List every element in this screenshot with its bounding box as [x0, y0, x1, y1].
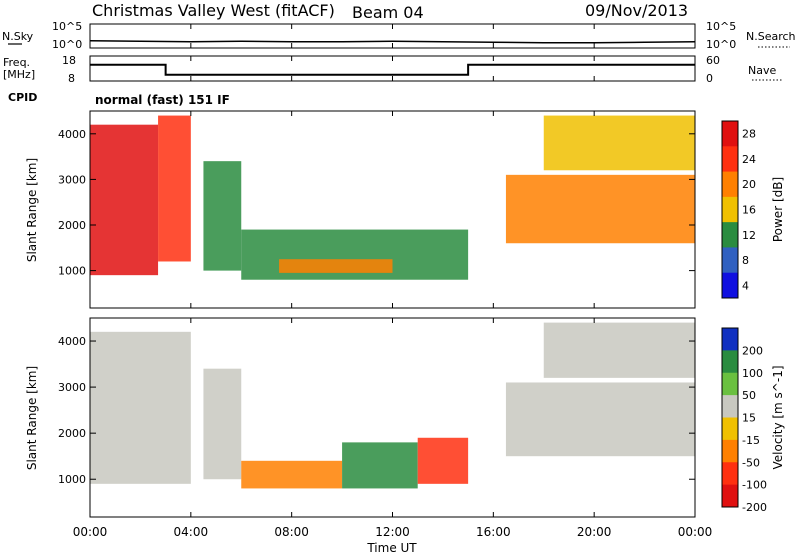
colorbar-swatch [722, 372, 738, 396]
colorbar-swatch [722, 462, 738, 486]
colorbar-swatch [722, 121, 738, 147]
power-y-ticks: 1000 2000 3000 4000 [58, 128, 695, 278]
nsky-label: N.Sky [2, 30, 34, 43]
colorbar-swatch [722, 171, 738, 198]
heatmap-region [417, 437, 469, 484]
velocity-cells [90, 322, 695, 489]
velocity-ylabel: Slant Range [km] [25, 366, 39, 470]
noise-left-tick-top: 10^5 [52, 20, 82, 33]
colorbar-swatch [722, 146, 738, 173]
y-tick-label: 4000 [58, 335, 86, 348]
freq-series [90, 63, 695, 76]
freq-right-tick-top: 60 [706, 54, 720, 67]
colorbar-tick-label: 15 [742, 412, 756, 425]
cpid-value: normal (fast) 151 IF [95, 93, 230, 107]
power-cells [90, 115, 695, 280]
heatmap-region [90, 124, 159, 276]
freq-left-tick-top: 18 [62, 54, 76, 67]
x-tick-label: 08:00 [274, 525, 309, 539]
x-tick-label: 00:00 [73, 525, 108, 539]
station-title: Christmas Valley West (fitACF) [92, 1, 335, 20]
noise-panel: N.Sky 10^5 10^0 10^5 10^0 N.Search [2, 20, 796, 51]
colorbar-tick-label: -50 [742, 456, 760, 469]
x-tick-label: 16:00 [476, 525, 511, 539]
velocity-colorbar: 200 100 50 15 -15 -50 -100 -200 Velocity [m s^-1… [721, 327, 785, 514]
power-ylabel: Slant Range [km] [25, 158, 39, 262]
nsearch-label: N.Search [746, 30, 796, 43]
colorbar-tick-label: 16 [742, 204, 756, 217]
y-tick-label: 1000 [58, 473, 86, 486]
x-tick-label: 20:00 [577, 525, 612, 539]
heatmap-region [279, 259, 393, 273]
colorbar-label: Power [dB] [771, 177, 785, 242]
colorbar-tick-label: 28 [742, 128, 756, 141]
heatmap-region [203, 368, 242, 480]
power-colorbar: 28 24 20 16 12 8 4 Power [dB] [721, 120, 785, 299]
colorbar-tick-label: 100 [742, 367, 763, 380]
colorbar-tick-label: -15 [742, 434, 760, 447]
heatmap-region [505, 382, 695, 457]
freq-right-tick-bottom: 0 [706, 72, 713, 85]
time-x-ticks: 00:00 04:00 08:00 12:00 16:00 20:00 00:00 [73, 24, 713, 539]
colorbar-swatch [722, 222, 738, 248]
heatmap-region [543, 115, 695, 171]
colorbar-tick-label: 20 [742, 178, 756, 191]
colorbar-swatch [722, 439, 738, 463]
velocity-y-ticks: 1000 2000 3000 4000 [58, 335, 695, 486]
freq-label-line1: Freq. [3, 56, 30, 69]
nave-label: Nave [748, 64, 776, 77]
noise-right-tick-top: 10^5 [706, 20, 736, 33]
heatmap-region [158, 115, 191, 262]
beam-label: Beam 04 [352, 3, 424, 22]
y-tick-label: 3000 [58, 173, 86, 186]
heatmap-region [90, 331, 191, 484]
colorbar-tick-label: 8 [742, 254, 749, 267]
freq-line [90, 63, 695, 76]
colorbar-swatch [722, 395, 738, 418]
y-tick-label: 2000 [58, 427, 86, 440]
colorbar-tick-label: 4 [742, 279, 749, 292]
colorbar-swatch [722, 417, 738, 441]
colorbar-tick-label: 200 [742, 344, 763, 357]
colorbar-swatch [722, 484, 738, 508]
colorbar-tick-label: 12 [742, 229, 756, 242]
colorbar-tick-label: -100 [742, 479, 767, 492]
heatmap-region [543, 322, 695, 378]
noise-left-tick-bottom: 10^0 [52, 38, 82, 51]
noise-right-tick-bottom: 10^0 [706, 38, 736, 51]
y-tick-label: 4000 [58, 128, 86, 141]
y-tick-label: 2000 [58, 219, 86, 232]
x-tick-label: 00:00 [678, 525, 713, 539]
colorbar-tick-label: 50 [742, 389, 756, 402]
cpid-label: CPID [8, 91, 37, 104]
power-panel: 1000 2000 3000 4000 Slant Range [km] 28 24 20… [25, 110, 785, 309]
freq-panel: Freq. [MHz] 18 8 60 0 Nave [3, 54, 782, 85]
colorbar-swatch [722, 272, 738, 299]
x-tick-label: 12:00 [375, 525, 410, 539]
time-xlabel: Time UT [366, 541, 417, 554]
y-tick-label: 3000 [58, 381, 86, 394]
colorbar-label: Velocity [m s^-1] [771, 365, 785, 469]
colorbar-swatch [722, 350, 738, 374]
freq-label-line2: [MHz] [3, 68, 35, 81]
colorbar-tick-label: 24 [742, 153, 756, 166]
date-label: 09/Nov/2013 [585, 1, 688, 20]
x-tick-label: 04:00 [174, 525, 209, 539]
heatmap-region [505, 174, 695, 244]
nsky-line [89, 40, 696, 44]
heatmap-region [203, 161, 242, 271]
colorbar-tick-label: -200 [742, 501, 767, 514]
colorbar-swatch [722, 196, 738, 223]
colorbar-swatch [722, 247, 738, 274]
freq-left-tick-bottom: 8 [68, 72, 75, 85]
heatmap-region [241, 460, 343, 489]
noise-series [89, 40, 696, 44]
y-tick-label: 1000 [58, 265, 86, 278]
heatmap-region [342, 442, 418, 489]
colorbar-swatch [722, 328, 738, 351]
